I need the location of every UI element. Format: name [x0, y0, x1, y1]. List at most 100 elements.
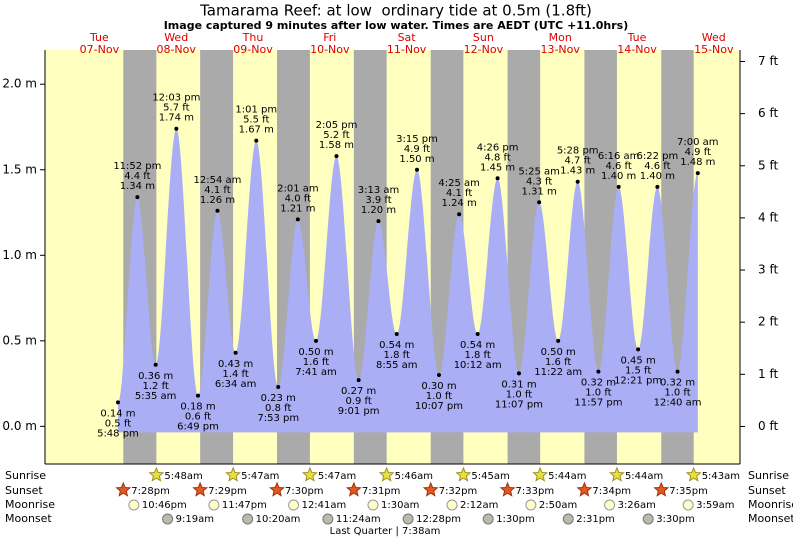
sunrise-time: 5:47am	[318, 471, 356, 482]
tide-label: 0.54 m	[379, 340, 414, 351]
tide-label: 12:40 am	[654, 398, 702, 409]
sunrise-icon	[685, 466, 702, 482]
sunrise-icon	[225, 466, 242, 482]
tide-label: 8:55 am	[376, 360, 418, 371]
moonset-icon	[642, 513, 654, 525]
y2-tick-label: 6 ft	[758, 106, 778, 120]
tide-point	[675, 369, 680, 374]
moonrise-icon	[367, 499, 379, 511]
tide-label: 1.34 m	[120, 181, 155, 192]
day-name: Wed	[702, 31, 726, 44]
moonrise-time: 3:59am	[696, 500, 734, 511]
tide-label: 9:01 pm	[338, 406, 380, 417]
tide-label: 4.8 ft	[484, 152, 510, 163]
day-date: 10-Nov	[310, 43, 350, 56]
moonrise-icon	[208, 499, 220, 511]
tide-point	[537, 200, 542, 205]
sunset-time: 7:30pm	[285, 486, 324, 497]
tide-label: 10:07 pm	[415, 401, 463, 412]
y2-tick-label: 3 ft	[758, 263, 778, 277]
day-name: Tue	[627, 31, 647, 44]
sunrise-icon	[532, 466, 549, 482]
tide-point	[196, 393, 201, 398]
moonrise-icon	[682, 499, 694, 511]
tide-label: 7:00 am	[677, 137, 719, 148]
day-date: 11-Nov	[387, 43, 427, 56]
tide-label: 0.9 ft	[345, 396, 371, 407]
tide-label: 2:01 am	[277, 183, 319, 194]
tide-label: 1.31 m	[522, 186, 557, 197]
moonset-time: 9:19am	[176, 514, 214, 525]
tide-label: 5:28 pm	[557, 146, 599, 157]
sunset-time: 7:33pm	[516, 486, 555, 497]
tide-point	[516, 371, 521, 376]
tide-label: 1.0 ft	[506, 389, 532, 400]
tide-label: 1.40 m	[640, 171, 675, 182]
moonrise-icon	[604, 499, 616, 511]
sunset-icon	[499, 481, 516, 497]
tide-point	[254, 138, 259, 143]
moon-phase: Last Quarter | 7:38am	[330, 526, 441, 537]
tide-label: 1.5 ft	[625, 365, 651, 376]
tide-label: 0.18 m	[180, 402, 215, 413]
tide-label: 1.8 ft	[384, 350, 410, 361]
moonrise-time: 1:30am	[381, 500, 419, 511]
tide-point	[376, 219, 381, 224]
tide-point	[295, 217, 300, 222]
tide-label: 1.0 ft	[426, 391, 452, 402]
tide-point	[135, 195, 140, 200]
tide-point	[313, 338, 318, 343]
tide-label: 11:52 pm	[113, 161, 161, 172]
tide-point	[334, 154, 339, 159]
day-date: 07-Nov	[80, 43, 120, 56]
sunrise-time: 5:44am	[625, 471, 663, 482]
tide-label: 12:21 pm	[614, 375, 662, 386]
moonrise-time: 3:26am	[618, 500, 656, 511]
tide-point	[695, 171, 700, 176]
tide-label: 0.14 m	[100, 408, 135, 419]
sunset-time: 7:29pm	[208, 486, 247, 497]
tide-point	[415, 167, 419, 172]
moonrise-icon	[446, 499, 458, 511]
tide-point	[174, 126, 179, 131]
tide-label: 0.32 m	[660, 378, 695, 389]
sunset-icon	[115, 481, 132, 497]
tide-point	[575, 179, 580, 184]
tide-point	[616, 184, 621, 189]
tide-label: 5:48 pm	[97, 428, 139, 439]
tide-label: 2:05 pm	[316, 120, 358, 131]
tide-label: 1.0 ft	[585, 388, 611, 399]
tide-label: 0.32 m	[581, 378, 616, 389]
tide-label: 4.1 ft	[204, 185, 230, 196]
chart-title: Tamarama Reef: at low ordinary tide at 0…	[199, 2, 592, 20]
tide-label: 7:53 pm	[257, 413, 299, 424]
tide-point	[115, 400, 120, 405]
sunset-time: 7:35pm	[669, 486, 708, 497]
moonset-icon	[562, 513, 574, 525]
moonrise-time: 12:41am	[302, 500, 347, 511]
tide-label: 1.2 ft	[142, 381, 168, 392]
sunset-icon	[192, 481, 209, 497]
moonset-time: 11:24am	[336, 514, 381, 525]
day-name: Thu	[242, 31, 264, 44]
sunrise-icon	[301, 466, 318, 482]
sunset-time: 7:28pm	[131, 486, 170, 497]
day-date: 12-Nov	[464, 43, 504, 56]
tide-label: 6:16 am	[598, 151, 640, 162]
tide-label: 1.74 m	[159, 113, 194, 124]
y2-tick-label: 2 ft	[758, 315, 778, 329]
tide-label: 0.23 m	[261, 393, 296, 404]
tide-label: 0.50 m	[298, 347, 333, 358]
tide-label: 4.3 ft	[526, 176, 552, 187]
tide-label: 0.54 m	[460, 340, 495, 351]
tide-label: 5.2 ft	[323, 130, 349, 141]
sunset-icon	[345, 481, 362, 497]
tide-point	[215, 208, 220, 213]
moonset-time: 3:30pm	[656, 514, 695, 525]
day-name: Sat	[398, 31, 417, 44]
row-label-left: Moonrise	[5, 498, 55, 511]
chart-subtitle: Image captured 9 minutes after low water…	[164, 19, 629, 32]
plot	[45, 50, 740, 464]
sunset-icon	[422, 481, 439, 497]
tide-point	[276, 385, 281, 390]
